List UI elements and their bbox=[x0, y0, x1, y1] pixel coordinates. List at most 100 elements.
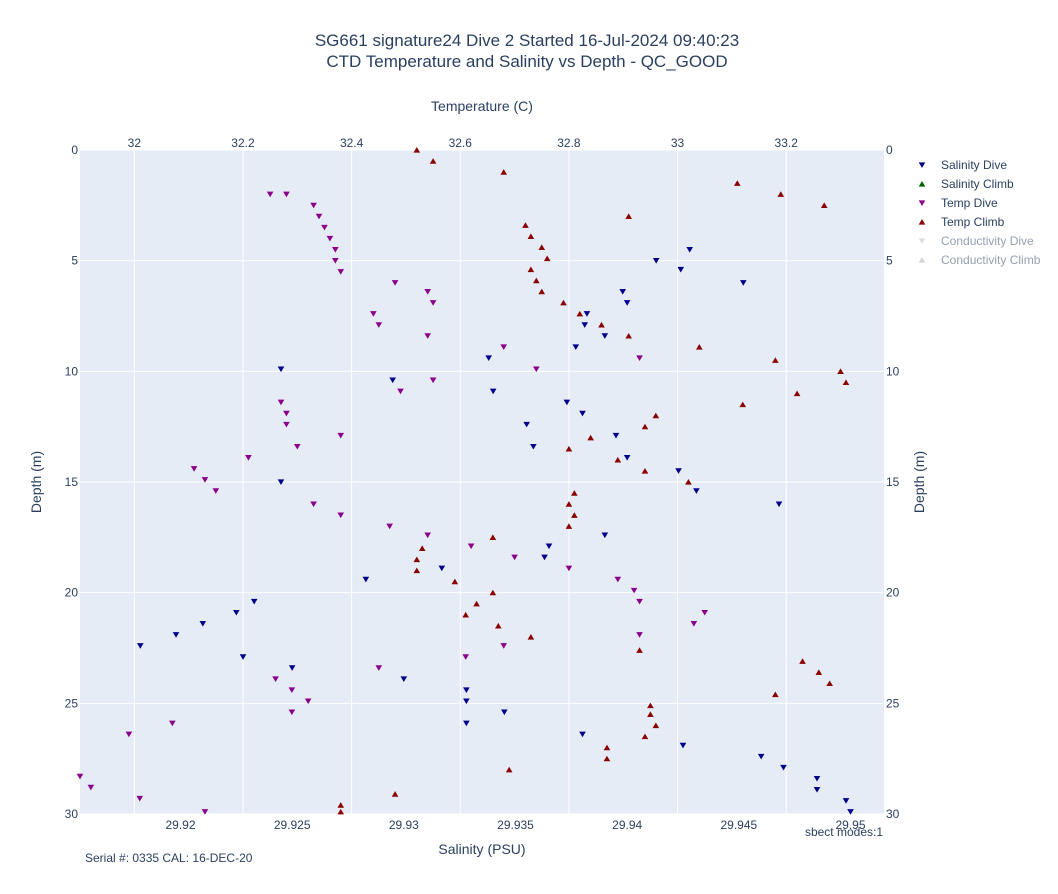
temp-dive-point bbox=[87, 784, 95, 791]
depth-tick-label-right: 10 bbox=[886, 364, 900, 378]
legend-item-salinity-dive[interactable]: Salinity Dive bbox=[918, 158, 1008, 172]
salinity-dive-point bbox=[581, 322, 589, 328]
legend-label: Conductivity Climb bbox=[941, 253, 1041, 267]
temp-dive-point bbox=[201, 809, 209, 815]
salinity-dive-point bbox=[612, 432, 620, 439]
salinity-tick-label: 29.935 bbox=[497, 818, 534, 832]
temp-climb-point bbox=[337, 802, 345, 808]
temp-dive-point bbox=[429, 300, 437, 306]
temp-climb-point bbox=[543, 255, 551, 262]
salinity-dive-point bbox=[501, 709, 508, 716]
salinity-dive-point bbox=[277, 366, 285, 373]
temp-dive-point bbox=[288, 709, 296, 716]
temp-climb-point bbox=[489, 589, 497, 596]
temp-climb-point bbox=[337, 808, 345, 815]
salinity-dive-point bbox=[619, 289, 626, 295]
temp-dive-point bbox=[337, 432, 345, 439]
temp-dive-point bbox=[636, 632, 643, 638]
temp-climb-point bbox=[647, 711, 654, 718]
temp-dive-point bbox=[337, 269, 345, 275]
salinity-dive-point bbox=[239, 654, 247, 660]
salinity-dive-point bbox=[199, 621, 207, 627]
salinity-dive-point bbox=[677, 266, 685, 273]
temp-climb-point bbox=[826, 680, 833, 687]
footer-sbect-modes: sbect modes:1 bbox=[805, 825, 883, 839]
temp-climb-point bbox=[641, 467, 649, 474]
temp-climb-point bbox=[777, 191, 785, 197]
temp-dive-point bbox=[310, 202, 317, 209]
salinity-dive-point bbox=[757, 753, 765, 760]
salinity-tick-label: 29.93 bbox=[389, 818, 419, 832]
temp-dive-point bbox=[467, 543, 475, 550]
salinity-dive-point bbox=[623, 455, 631, 461]
temp-dive-point bbox=[169, 720, 176, 727]
salinity-tick-label: 29.945 bbox=[720, 818, 757, 832]
legend-item-temp-climb[interactable]: Temp Climb bbox=[918, 215, 1005, 229]
temp-dive-point bbox=[375, 322, 383, 328]
temp-dive-point bbox=[310, 501, 317, 508]
temp-climb-point bbox=[614, 456, 622, 463]
footer-serial-cal: Serial #: 0335 CAL: 16-DEC-20 bbox=[85, 851, 253, 865]
data-marks bbox=[76, 147, 854, 815]
temp-climb-point bbox=[494, 622, 502, 629]
temp-climb-point bbox=[647, 702, 654, 709]
salinity-dive-point bbox=[623, 300, 631, 306]
temp-climb-point bbox=[538, 244, 546, 251]
depth-tick-label-right: 30 bbox=[886, 807, 900, 821]
temp-dive-point bbox=[533, 366, 540, 373]
salinity-dive-point bbox=[438, 565, 446, 572]
temp-climb-point bbox=[565, 523, 573, 529]
temp-climb-point bbox=[587, 434, 594, 441]
temp-climb-point bbox=[625, 213, 632, 220]
x-axis-top-label: Temperature (C) bbox=[431, 98, 533, 114]
salinity-dive-point bbox=[485, 355, 492, 362]
salinity-dive-point bbox=[233, 609, 240, 616]
temp-dive-point bbox=[511, 554, 518, 561]
temp-dive-point bbox=[424, 333, 431, 339]
temp-climb-point bbox=[413, 556, 421, 563]
temp-dive-point bbox=[424, 532, 431, 539]
temp-climb-point bbox=[451, 578, 459, 585]
temp-dive-point bbox=[630, 587, 638, 594]
temp-climb-point bbox=[413, 567, 421, 574]
legend-item-temp-dive[interactable]: Temp Dive bbox=[918, 196, 998, 210]
temp-dive-point bbox=[636, 355, 643, 362]
depth-tick-label-left: 5 bbox=[71, 254, 78, 268]
temp-climb-point bbox=[815, 669, 823, 675]
salinity-dive-point bbox=[780, 764, 787, 771]
temp-dive-point bbox=[245, 455, 252, 461]
salinity-tick-label: 29.94 bbox=[612, 818, 642, 832]
temp-climb-point bbox=[418, 545, 426, 552]
temp-climb-point bbox=[772, 357, 779, 363]
salinity-dive-point bbox=[601, 532, 609, 539]
temp-dive-point bbox=[277, 399, 285, 406]
legend-item-salinity-climb[interactable]: Salinity Climb bbox=[918, 177, 1014, 191]
temp-dive-point bbox=[190, 466, 198, 472]
chart-title-line1: SG661 signature24 Dive 2 Started 16-Jul-… bbox=[315, 31, 739, 50]
temp-dive-point bbox=[272, 676, 279, 682]
temp-climb-point bbox=[837, 368, 844, 374]
salinity-tick-label: 29.92 bbox=[165, 818, 195, 832]
temp-climb-point bbox=[576, 310, 584, 317]
salinity-tick-label: 29.95 bbox=[835, 818, 865, 832]
temp-climb-point bbox=[489, 534, 497, 540]
legend-item-conductivity-climb[interactable]: Conductivity Climb bbox=[918, 253, 1041, 267]
depth-tick-label-left: 0 bbox=[71, 143, 78, 157]
legend-marker bbox=[918, 181, 926, 187]
temp-climb-point bbox=[603, 755, 611, 762]
salinity-dive-point bbox=[541, 554, 548, 561]
salinity-dive-point bbox=[489, 388, 497, 395]
temp-climb-point bbox=[641, 733, 649, 740]
temp-dive-point bbox=[315, 213, 323, 220]
temp-climb-point bbox=[462, 611, 470, 618]
temp-climb-point bbox=[473, 600, 480, 607]
legend-label: Temp Climb bbox=[941, 215, 1005, 229]
depth-tick-label-right: 5 bbox=[886, 254, 893, 268]
salinity-dive-point bbox=[675, 468, 682, 474]
temp-dive-point bbox=[201, 477, 209, 483]
salinity-dive-point bbox=[740, 280, 747, 286]
salinity-dive-point bbox=[362, 576, 370, 583]
temp-climb-point bbox=[571, 490, 578, 496]
salinity-dive-point bbox=[288, 665, 296, 671]
legend-item-conductivity-dive[interactable]: Conductivity Dive bbox=[918, 234, 1034, 248]
